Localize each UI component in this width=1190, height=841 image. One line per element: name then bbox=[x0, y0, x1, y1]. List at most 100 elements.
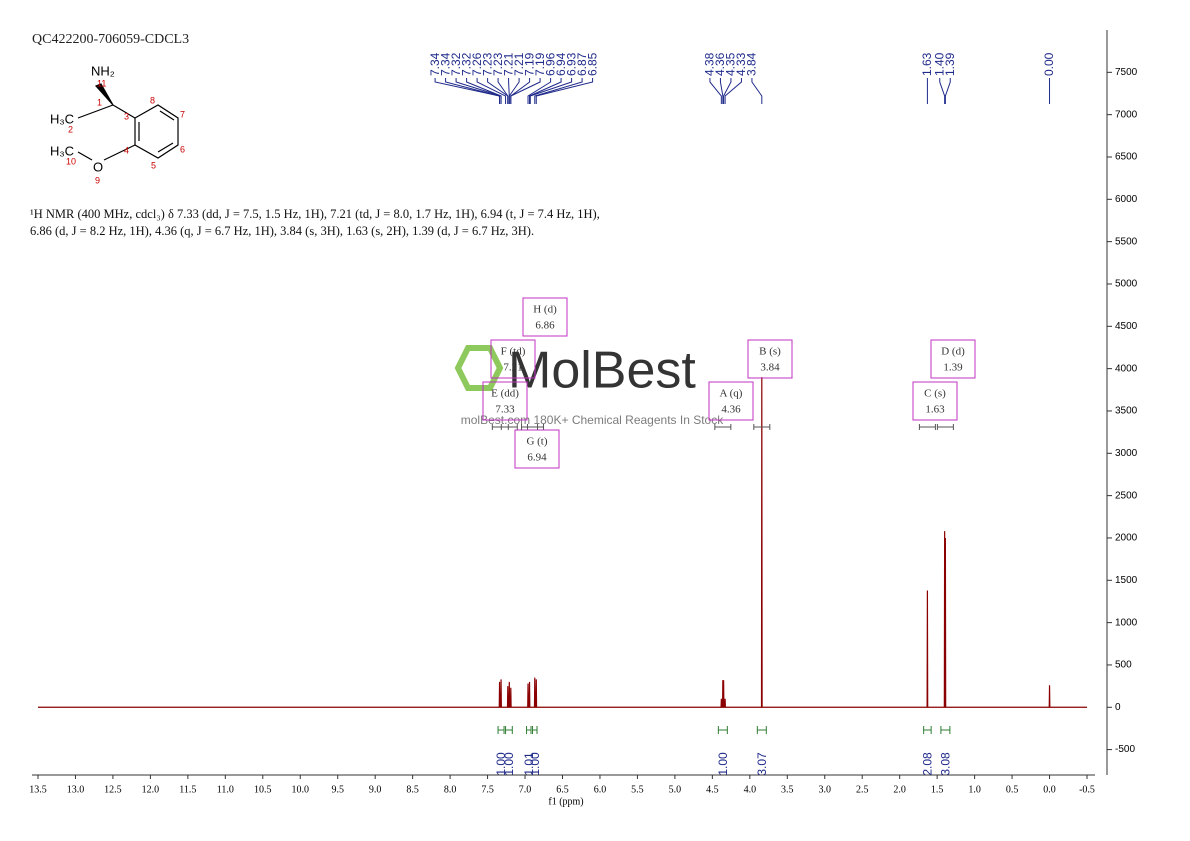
atom-label: 10 bbox=[66, 156, 76, 166]
peak-label: 1.40 bbox=[932, 52, 946, 76]
peak-label: 7.21 bbox=[501, 52, 515, 76]
atom-label: 5 bbox=[151, 160, 156, 170]
y-tick-label: 0 bbox=[1115, 702, 1121, 713]
integral-label: 2.08 bbox=[921, 752, 935, 776]
x-tick-label: 8.0 bbox=[444, 784, 457, 795]
peak-label: 6.96 bbox=[543, 52, 557, 76]
multiplet-box bbox=[522, 297, 568, 337]
integral-bracket bbox=[497, 726, 505, 734]
ring bbox=[134, 104, 179, 159]
atom-label: H₃C bbox=[50, 143, 74, 158]
multiplet-label: D (d) bbox=[941, 346, 965, 358]
x-tick-label: 6.5 bbox=[556, 784, 569, 795]
peak-label: 4.33 bbox=[734, 52, 748, 76]
x-tick-label: 12.0 bbox=[142, 784, 160, 795]
peak-label: 6.85 bbox=[585, 52, 599, 76]
x-tick-label: 5.0 bbox=[669, 784, 682, 795]
atom-label: 7 bbox=[180, 109, 185, 119]
x-tick-label: 1.0 bbox=[968, 784, 981, 795]
multiplet-label: B (s) bbox=[759, 346, 781, 358]
y-tick-label: 2500 bbox=[1115, 490, 1138, 501]
peak-label: 7.26 bbox=[470, 52, 484, 76]
multiplet-label: C (s) bbox=[924, 388, 946, 400]
y-tick-label: 3000 bbox=[1115, 448, 1138, 459]
y-tick-label: 7500 bbox=[1115, 67, 1138, 78]
multiplet-shift: 1.39 bbox=[943, 362, 963, 374]
peak-label: 7.19 bbox=[533, 52, 547, 76]
atom-label: 6 bbox=[180, 144, 185, 154]
peak-pick bbox=[723, 78, 732, 104]
multiplet-label: G (t) bbox=[526, 436, 547, 448]
peak-label: 7.34 bbox=[438, 52, 452, 76]
y-tick-label: 5000 bbox=[1115, 279, 1138, 290]
bond bbox=[77, 104, 114, 119]
y-tick-label: 1500 bbox=[1115, 575, 1138, 586]
multiplet-label: F (td) bbox=[501, 346, 526, 358]
x-tick-label: 1.5 bbox=[931, 784, 944, 795]
wedge bbox=[94, 83, 114, 106]
peak-pick bbox=[724, 78, 742, 104]
x-tick-label: 5.5 bbox=[631, 784, 644, 795]
peak-label: 0.00 bbox=[1042, 52, 1056, 76]
x-axis-label: f1 (ppm) bbox=[548, 796, 583, 807]
y-tick-label: 1000 bbox=[1115, 617, 1138, 628]
x-tick-label: 8.5 bbox=[406, 784, 419, 795]
y-tick-label: 500 bbox=[1115, 660, 1132, 671]
atom-label: H₃C bbox=[50, 111, 74, 126]
integral-label: 1.01 bbox=[522, 752, 536, 776]
x-tick-label: 3.5 bbox=[781, 784, 794, 795]
multiplet-box bbox=[747, 339, 793, 379]
y-tick-label: 4000 bbox=[1115, 363, 1138, 374]
y-tick-label: 2000 bbox=[1115, 533, 1138, 544]
peak-label: 7.32 bbox=[449, 52, 463, 76]
peak-label: 6.93 bbox=[564, 52, 578, 76]
peak-label: 6.87 bbox=[575, 52, 589, 76]
x-tick-label: 2.0 bbox=[893, 784, 906, 795]
y-tick-label: -500 bbox=[1115, 744, 1135, 755]
integral-label: 1.00 bbox=[502, 752, 516, 776]
x-tick-label: 11.5 bbox=[179, 784, 196, 795]
y-tick-label: 5500 bbox=[1115, 236, 1138, 247]
x-tick-label: 0.5 bbox=[1006, 784, 1019, 795]
integral-label: 1.00 bbox=[716, 752, 730, 776]
integral-label: 3.07 bbox=[755, 752, 769, 776]
peak-label: 7.21 bbox=[512, 52, 526, 76]
multiplet-bracket bbox=[918, 424, 936, 430]
peak-label: 3.84 bbox=[745, 52, 759, 76]
multiplet-shift: 3.84 bbox=[760, 362, 780, 374]
atom-label: 4 bbox=[124, 145, 129, 155]
multiplet-shift: 6.86 bbox=[535, 320, 555, 332]
multiplet-label: H (d) bbox=[533, 304, 557, 316]
peak-pick bbox=[719, 78, 724, 104]
x-tick-label: 4.5 bbox=[706, 784, 719, 795]
atom-label: O bbox=[93, 159, 103, 174]
multiplet-bracket bbox=[714, 424, 732, 430]
multiplet-bracket bbox=[753, 424, 771, 430]
multiplet-box bbox=[490, 339, 536, 379]
peak-label: 6.94 bbox=[554, 52, 568, 76]
multiplet-shift: 4.36 bbox=[721, 404, 741, 416]
y-tick-label: 6000 bbox=[1115, 194, 1138, 205]
x-tick-label: 3.0 bbox=[819, 784, 832, 795]
integral-label: 3.08 bbox=[939, 752, 953, 776]
peak-pick bbox=[709, 78, 722, 104]
peak-pick bbox=[510, 78, 541, 104]
peak-label: 7.23 bbox=[480, 52, 494, 76]
multiplet-shift: 7.33 bbox=[495, 404, 515, 416]
peak-pick bbox=[535, 78, 594, 104]
peak-label: 7.19 bbox=[522, 52, 536, 76]
x-tick-label: 9.5 bbox=[331, 784, 344, 795]
atom-label: 9 bbox=[95, 175, 100, 185]
multiplet-box bbox=[482, 381, 528, 421]
multiplet-shift: 7.21 bbox=[503, 362, 522, 374]
integral-bracket bbox=[756, 726, 767, 734]
multiplet-label: E (dd) bbox=[491, 388, 519, 400]
peak-pick bbox=[939, 78, 946, 104]
bond bbox=[157, 142, 174, 153]
integral-bracket bbox=[505, 726, 513, 734]
logo bbox=[454, 345, 504, 391]
peak-label: 7.32 bbox=[459, 52, 473, 76]
